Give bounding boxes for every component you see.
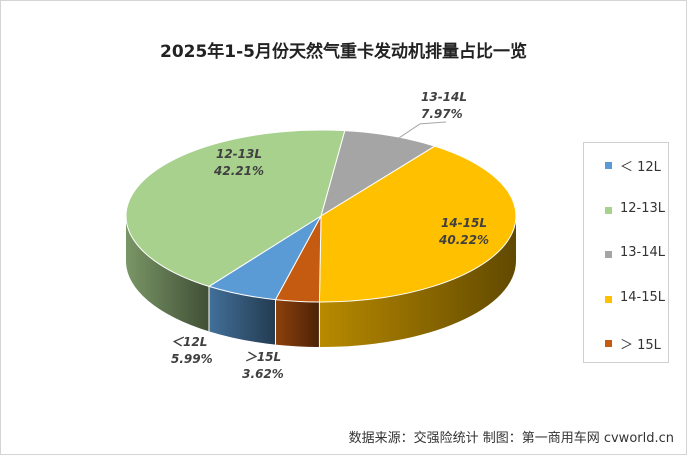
pie-slice-12-13 <box>125 129 346 287</box>
data-label-value-13-14: 7.97% <box>421 107 463 121</box>
data-label-value-12-13: 42.21% <box>213 164 264 178</box>
leader-line-13-14 <box>395 121 447 141</box>
data-label-value-gt15: 3.62% <box>242 367 284 381</box>
legend-item-gt15: ＞ 15L <box>584 333 668 378</box>
pie-side-gt15 <box>275 299 320 347</box>
legend-item-12-13: 12-13L <box>584 200 668 245</box>
legend-label-12-13: 12-13L <box>620 200 666 216</box>
legend-label-13-14: 13-14L <box>620 245 666 260</box>
pie-side-12-13 <box>126 216 209 332</box>
legend-label-lt12: ＜ 12L <box>620 160 661 175</box>
pie-side-lt12 <box>208 286 276 345</box>
legend: ＜ 12L 12-13L 13-14L 14-15L ＞ 15L <box>583 142 669 363</box>
legend-swatch-12-13 <box>605 206 612 214</box>
pie-side-14-15 <box>319 216 516 347</box>
legend-swatch-lt12 <box>605 162 612 169</box>
legend-swatch-gt15 <box>605 340 612 347</box>
source-note: 数据来源：交强险统计 制图：第一商用车网 cvworld.cn <box>348 431 674 446</box>
chart-title: 2025年1-5月份天然气重卡发动机排量占比一览 <box>159 42 528 62</box>
data-label-name-lt12: ＜12L <box>171 335 207 349</box>
data-label-name-13-14: 13-14L <box>421 90 467 104</box>
legend-item-14-15: 14-15L <box>584 289 668 334</box>
legend-swatch-13-14 <box>605 251 612 258</box>
pie-slice-14-15 <box>318 145 517 303</box>
legend-swatch-14-15 <box>605 295 612 303</box>
legend-label-14-15: 14-15L <box>620 289 666 305</box>
data-label-name-gt15: ＞15L <box>245 350 281 364</box>
data-label-name-14-15: 14-15L <box>441 216 487 230</box>
data-label-value-lt12: 5.99% <box>171 352 213 366</box>
data-label-name-12-13: 12-13L <box>216 147 262 161</box>
data-label-value-14-15: 40.22% <box>438 233 489 247</box>
pie-slice-13-14 <box>320 130 436 218</box>
legend-item-lt12: ＜ 12L <box>584 155 668 200</box>
legend-item-13-14: 13-14L <box>584 244 668 289</box>
legend-label-gt15: ＞ 15L <box>620 338 661 353</box>
